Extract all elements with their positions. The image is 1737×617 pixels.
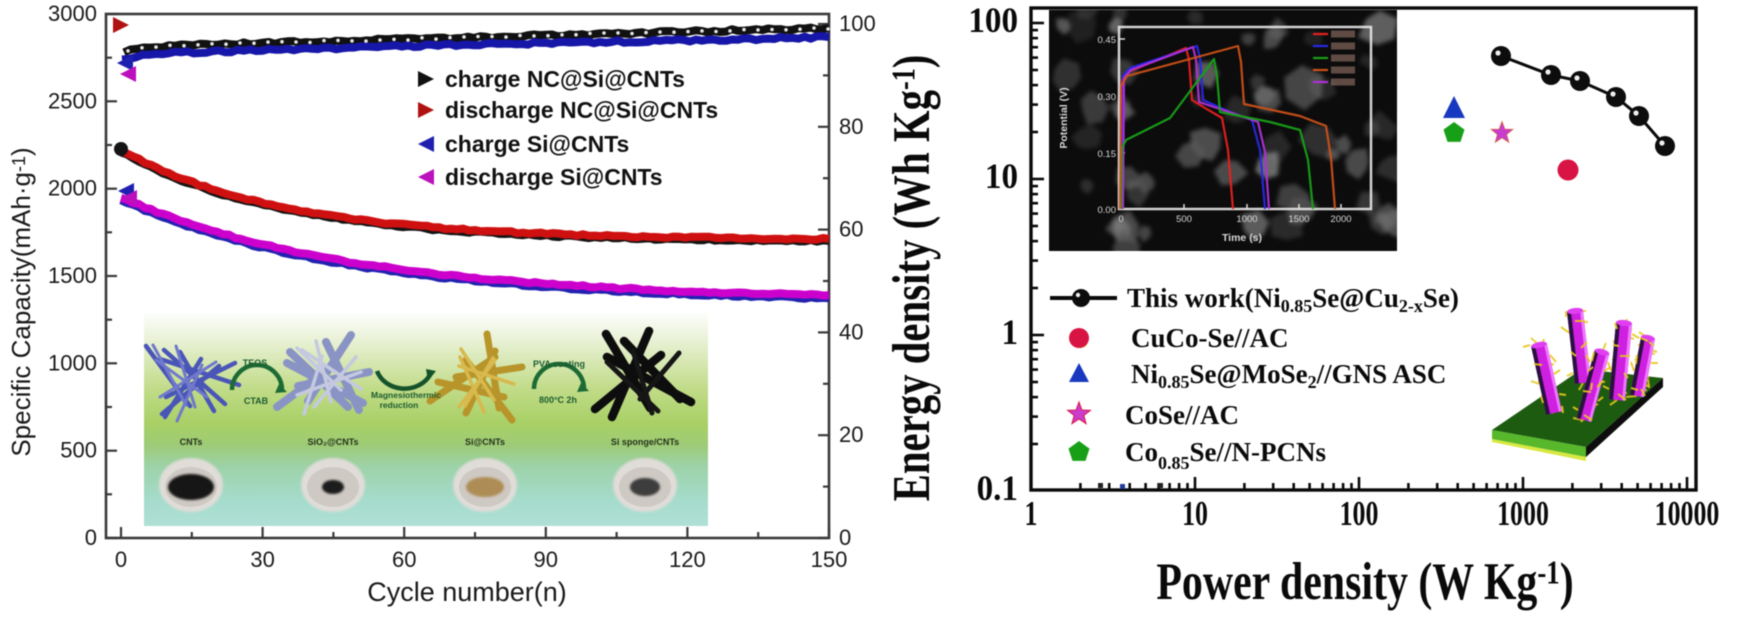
svg-text:0.45: 0.45 <box>1098 35 1117 46</box>
svg-text:Specific Capacity(mAh·g-1): Specific Capacity(mAh·g-1) <box>6 147 36 456</box>
svg-text:1000: 1000 <box>1236 214 1257 225</box>
svg-text:reduction: reduction <box>380 400 419 410</box>
svg-text:0: 0 <box>115 547 127 572</box>
svg-text:TEOS: TEOS <box>243 358 268 368</box>
svg-text:150: 150 <box>811 547 848 572</box>
svg-text:PVA coating: PVA coating <box>533 359 585 369</box>
svg-text:60: 60 <box>839 217 863 242</box>
svg-text:0.1: 0.1 <box>977 469 1018 509</box>
svg-text:0.30: 0.30 <box>1098 92 1117 103</box>
svg-text:0.00: 0.00 <box>1098 205 1117 216</box>
svg-text:2000: 2000 <box>1330 214 1351 225</box>
svg-text:100: 100 <box>968 1 1018 41</box>
svg-text:10: 10 <box>1182 494 1208 533</box>
svg-text:1000: 1000 <box>48 350 97 375</box>
svg-text:100: 100 <box>839 11 876 36</box>
svg-text:80: 80 <box>839 114 863 139</box>
svg-text:Si sponge/CNTs: Si sponge/CNTs <box>611 437 679 447</box>
svg-text:SiO₂@CNTs: SiO₂@CNTs <box>307 437 358 447</box>
svg-text:Energy density (Wh Kg-1): Energy density (Wh Kg-1) <box>883 55 941 502</box>
svg-text:1: 1 <box>1025 494 1038 533</box>
svg-text:10: 10 <box>985 157 1018 197</box>
svg-text:30: 30 <box>250 547 274 572</box>
svg-text:1000: 1000 <box>1497 494 1549 533</box>
svg-text:500: 500 <box>60 438 97 463</box>
svg-text:0: 0 <box>1118 214 1123 225</box>
svg-text:Cycle number(n): Cycle number(n) <box>367 577 567 607</box>
svg-text:Si@CNTs: Si@CNTs <box>465 437 505 447</box>
svg-text:120: 120 <box>669 547 706 572</box>
svg-text:Power density (W Kg-1): Power density (W Kg-1) <box>1156 552 1573 611</box>
svg-text:CoSe//AC: CoSe//AC <box>1125 400 1239 430</box>
svg-text:CuCo-Se//AC: CuCo-Se//AC <box>1131 323 1289 353</box>
svg-text:800°C 2h: 800°C 2h <box>539 395 577 405</box>
svg-text:charge NC@Si@CNTs: charge NC@Si@CNTs <box>445 66 685 92</box>
svg-text:2000: 2000 <box>48 176 97 201</box>
svg-text:40: 40 <box>839 319 863 344</box>
svg-text:2500: 2500 <box>48 88 97 113</box>
svg-text:Magnesiothermic: Magnesiothermic <box>371 390 441 400</box>
svg-text:10000: 10000 <box>1655 494 1720 533</box>
svg-text:1500: 1500 <box>48 263 97 288</box>
svg-text:60: 60 <box>392 547 416 572</box>
svg-text:90: 90 <box>534 547 558 572</box>
svg-text:CNTs: CNTs <box>180 437 203 447</box>
svg-text:charge Si@CNTs: charge Si@CNTs <box>445 131 629 157</box>
svg-text:Time (s): Time (s) <box>1222 232 1262 244</box>
svg-text:Potential (V): Potential (V) <box>1058 87 1070 148</box>
svg-text:0: 0 <box>839 525 851 550</box>
svg-text:CTAB: CTAB <box>244 396 269 406</box>
svg-text:discharge Si@CNTs: discharge Si@CNTs <box>445 164 663 190</box>
svg-text:1: 1 <box>1001 313 1018 353</box>
svg-text:discharge NC@Si@CNTs: discharge NC@Si@CNTs <box>445 97 718 123</box>
svg-text:0.15: 0.15 <box>1098 149 1117 160</box>
svg-text:3000: 3000 <box>48 1 97 26</box>
svg-text:1500: 1500 <box>1288 214 1309 225</box>
svg-text:0: 0 <box>85 525 97 550</box>
svg-text:100: 100 <box>1340 494 1379 533</box>
svg-text:20: 20 <box>839 422 863 447</box>
svg-text:500: 500 <box>1176 214 1192 225</box>
